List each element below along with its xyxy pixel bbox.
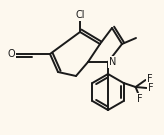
Text: F: F — [148, 83, 153, 93]
Text: F: F — [147, 74, 152, 84]
Text: N: N — [109, 57, 116, 67]
Text: Cl: Cl — [75, 10, 85, 20]
Text: F: F — [137, 94, 142, 104]
Text: O: O — [7, 49, 15, 59]
